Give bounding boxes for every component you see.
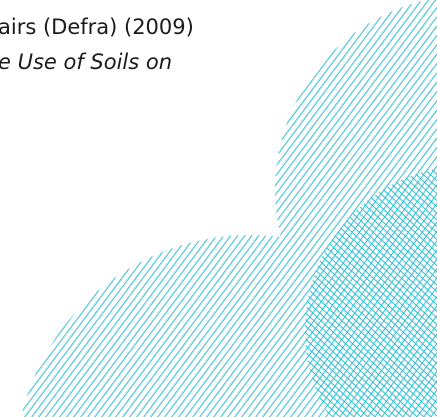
hatch-group (0, 150, 437, 417)
hatch-line (0, 150, 200, 417)
text-line: airs (Defra) (2009) (0, 15, 194, 39)
text-line: e Use of Soils on (0, 50, 172, 74)
hatch-line (5, 150, 305, 417)
hatch-line (40, 150, 340, 417)
page: {"document": {"lines": ["airs (Defra) (2… (0, 0, 437, 417)
hatch-line (33, 150, 333, 417)
hatch-line (190, 0, 437, 417)
hatch-line (54, 150, 354, 417)
hatch-line (166, 150, 437, 417)
hatch-line (257, 150, 437, 417)
hatch-line (215, 150, 437, 417)
hatch-line (138, 150, 437, 417)
hatch-line (0, 150, 242, 417)
hatch-line (0, 150, 256, 417)
hatch-line (0, 150, 298, 417)
hatch-line (12, 150, 312, 417)
hatch-line (19, 150, 319, 417)
hatch-line (0, 150, 228, 417)
hatch-line (26, 150, 326, 417)
hatch-line (229, 150, 437, 417)
hatch-line (0, 150, 214, 417)
hatch-line (47, 150, 347, 417)
hatch-line (397, 150, 437, 417)
hatch-line (0, 150, 284, 417)
